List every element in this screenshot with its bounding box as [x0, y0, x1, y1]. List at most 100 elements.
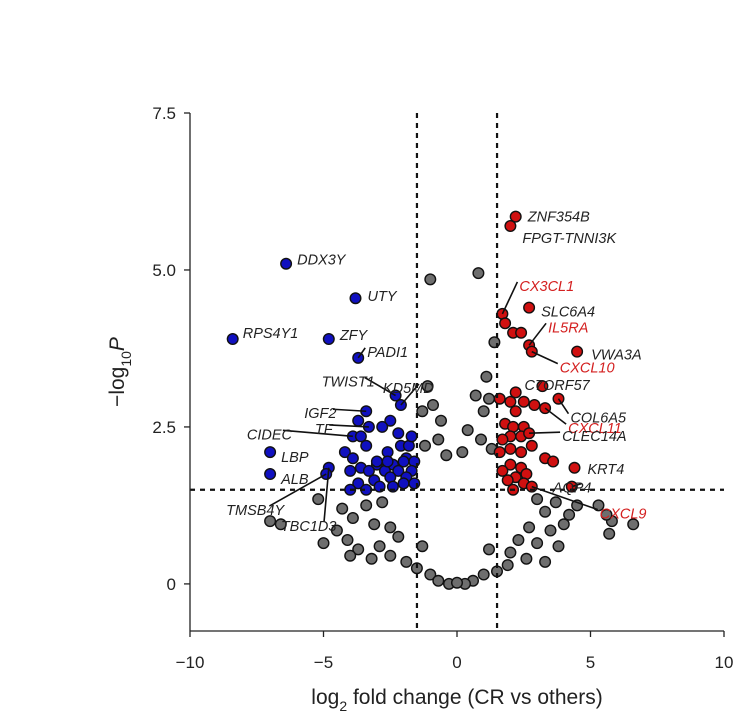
point-down-27 [344, 464, 357, 477]
point-down-46 [370, 455, 383, 468]
leader-line-cx3cl1 [501, 281, 519, 315]
y-tick-label-2: 5.0 [152, 261, 176, 280]
point-up-32 [568, 461, 581, 474]
point-down-0 [280, 257, 293, 270]
point-down-20 [405, 430, 418, 443]
x-tick-label-3: 5 [586, 653, 595, 672]
gene-label-twist1: TWIST1 [322, 375, 375, 391]
gene-label-igf2: IGF2 [304, 406, 336, 422]
point-ns-8 [435, 414, 448, 427]
point-ns-36 [523, 521, 536, 534]
point-ns-31 [274, 518, 287, 531]
point-ns-5 [469, 389, 482, 402]
point-ns-38 [600, 508, 613, 521]
point-up-29 [525, 439, 538, 452]
point-ns-25 [592, 499, 605, 512]
point-up-31 [547, 455, 560, 468]
leader-line-tmsb4y [268, 473, 327, 507]
axes [189, 113, 724, 632]
gene-label-padi1: PADI1 [367, 345, 408, 361]
gene-label-fpgt-tnni3k: FPGT-TNNI3K [522, 231, 617, 247]
point-ns-63 [432, 574, 445, 587]
point-ns-42 [341, 534, 354, 547]
point-up-26 [504, 442, 517, 455]
gene-label-ddx3y: DDX3Y [297, 253, 347, 269]
point-ns-46 [512, 534, 525, 547]
point-ns-67 [451, 576, 464, 589]
point-up-0 [509, 210, 522, 223]
leader-line-igf2 [332, 408, 367, 413]
gene-label-tf: TF [315, 422, 334, 438]
point-ns-22 [531, 493, 544, 506]
point-ns-56 [501, 559, 514, 572]
point-down-1 [349, 292, 362, 305]
point-ns-34 [384, 521, 397, 534]
point-down-4 [352, 351, 365, 364]
point-up-14 [517, 395, 530, 408]
point-ns-33 [368, 518, 381, 531]
point-down-47 [381, 455, 394, 468]
point-ns-43 [352, 543, 365, 556]
point-ns-49 [504, 546, 517, 559]
point-ns-59 [416, 540, 429, 553]
points-layer [226, 210, 640, 590]
point-ns-53 [520, 552, 533, 565]
point-down-15 [360, 439, 373, 452]
gene-label-slc6a4: SLC6A4 [541, 305, 595, 321]
point-ns-41 [317, 537, 330, 550]
leader-line-cxcl11 [544, 407, 567, 425]
point-down-28 [362, 464, 375, 477]
gene-label-znf354b: ZNF354B [527, 210, 590, 226]
gene-label-zfy: ZFY [339, 328, 369, 344]
point-ns-10 [416, 405, 429, 418]
label-leader-lines [268, 281, 599, 522]
point-ns-48 [552, 540, 565, 553]
gene-label-kd5md: KD5MD [383, 381, 434, 397]
point-ns-47 [531, 537, 544, 550]
point-ns-62 [477, 568, 490, 581]
x-tick-label-2: 0 [452, 653, 461, 672]
gene-label-cxcl10: CXCL10 [560, 361, 615, 377]
point-down-30 [392, 464, 405, 477]
point-ns-9 [477, 405, 490, 418]
point-up-1 [504, 219, 517, 232]
point-ns-54 [539, 555, 552, 568]
point-ns-32 [346, 512, 359, 525]
gene-label-cxcl11: CXCL11 [568, 421, 622, 437]
gene-label-aqp4: AQP4 [552, 481, 592, 497]
leader-line-kd5md [400, 383, 420, 406]
point-ns-27 [539, 505, 552, 518]
point-down-44 [264, 446, 277, 459]
gene-label-vwa3a: VWA3A [591, 348, 642, 364]
gene-label-cx3cl1: CX3CL1 [519, 279, 574, 295]
leader-line-cxcl9 [531, 485, 599, 511]
point-down-43 [320, 468, 333, 481]
point-ns-50 [344, 549, 357, 562]
point-ns-15 [456, 446, 469, 459]
y-tick-label-1: 2.5 [152, 418, 176, 437]
point-down-48 [397, 455, 410, 468]
point-ns-13 [475, 433, 488, 446]
point-ns-6 [483, 392, 496, 405]
point-ns-12 [461, 424, 474, 437]
gene-label-tmsb4y: TMSB4Y [226, 503, 285, 519]
point-down-37 [397, 477, 410, 490]
point-up-35 [496, 464, 509, 477]
point-up-25 [496, 433, 509, 446]
x-tick-label-1: −5 [314, 653, 333, 672]
point-ns-37 [544, 524, 557, 537]
point-ns-52 [384, 549, 397, 562]
x-axis-title: log2 fold change (CR vs others) [311, 686, 602, 714]
point-ns-4 [421, 380, 434, 393]
point-down-2 [322, 333, 335, 346]
gene-label-uty: UTY [368, 289, 398, 305]
leader-line-aqp4 [571, 482, 582, 488]
gene-label-clec14a: CLEC14A [562, 429, 626, 445]
point-ns-19 [336, 502, 349, 515]
leader-line-tf [329, 424, 369, 428]
point-ns-29 [557, 518, 570, 531]
leader-line-cxcl10 [531, 350, 559, 365]
y-axis-title: −log10P [106, 337, 134, 407]
gene-label-lbp: LBP [281, 450, 309, 466]
